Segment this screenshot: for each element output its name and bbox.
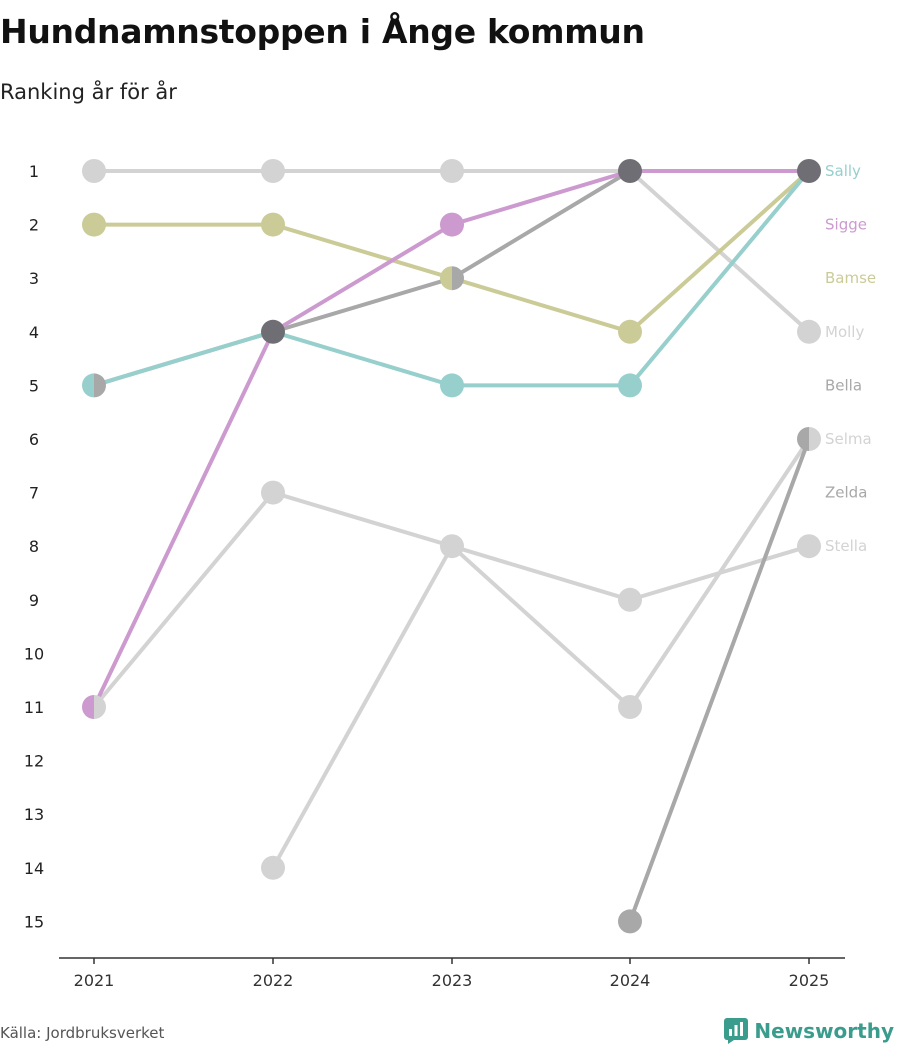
point-sally-2024[interactable]	[618, 373, 642, 398]
series-label-molly: Molly	[825, 323, 864, 341]
point-half-bella	[94, 373, 107, 398]
point-zelda-2024[interactable]	[618, 909, 642, 934]
y-tick-label-1: 1	[29, 162, 39, 181]
point-bamse-2022[interactable]	[261, 212, 285, 237]
y-tick-label-2: 2	[29, 216, 39, 235]
point-bamse-2024[interactable]	[618, 319, 642, 344]
point-selma-stella-2023[interactable]	[440, 534, 464, 559]
series-label-sally: Sally	[825, 162, 861, 180]
chart-subtitle: Ranking år för år	[0, 80, 177, 104]
point-stella-sigge-2021[interactable]	[82, 695, 106, 719]
series-label-stella: Stella	[825, 537, 867, 555]
brand-logo[interactable]: Newsworthy	[724, 1018, 894, 1044]
chart-title: Hundnamnstoppen i Ånge kommun	[0, 12, 645, 51]
chart-series-points	[82, 159, 821, 934]
y-tick-label-6: 6	[29, 430, 39, 449]
point-half-zelda	[797, 427, 809, 451]
point-half-stella	[440, 534, 452, 559]
point-sigge-2023[interactable]	[440, 212, 464, 237]
newsworthy-logo-icon	[724, 1018, 749, 1044]
y-tick-label-4: 4	[29, 323, 39, 342]
source-note: Källa: Jordbruksverket	[0, 1024, 165, 1042]
point-half-selma	[809, 427, 821, 451]
series-label-bamse: Bamse	[825, 269, 876, 287]
bump-chart: 2021 2022 2023 2024 202512345678910111213141…	[24, 159, 876, 990]
point-half-stella	[94, 695, 106, 719]
point-molly-2021[interactable]	[82, 159, 106, 183]
y-tick-label-3: 3	[29, 269, 39, 288]
point-bella-sally-2021[interactable]	[82, 373, 107, 398]
point-bella-bamse-2023[interactable]	[440, 266, 464, 291]
point-sally-2023[interactable]	[440, 373, 464, 398]
x-tick-label-2021: 2021	[74, 971, 115, 990]
y-tick-label-11: 11	[24, 698, 44, 717]
series-label-zelda: Zelda	[825, 484, 867, 502]
point-half-sigge	[82, 695, 94, 719]
point-stella-2022[interactable]	[261, 480, 285, 505]
chart-series-labels: Sally Sigge Bamse Molly Bella Selma Zelda Stell…	[825, 162, 876, 555]
y-tick-label-10: 10	[24, 644, 44, 663]
point-selma-2024[interactable]	[618, 695, 642, 719]
series-line-zelda	[628, 437, 811, 924]
point-molly-bella-sigge-2024[interactable]	[618, 159, 642, 183]
point-molly-2022[interactable]	[261, 159, 285, 183]
y-tick-label-13: 13	[24, 805, 44, 824]
point-bella-bamse-sally-sigge-2025[interactable]	[797, 159, 821, 183]
y-tick-label-12: 12	[24, 752, 44, 771]
y-tick-label-9: 9	[29, 591, 39, 610]
point-selma-2022[interactable]	[261, 855, 285, 880]
series-line-bamse	[92, 169, 811, 334]
point-half-sally	[82, 373, 94, 398]
point-molly-2025[interactable]	[797, 319, 821, 344]
point-half-selma	[452, 534, 464, 559]
brand-name: Newsworthy	[754, 1019, 894, 1043]
point-stella-2024[interactable]	[618, 587, 642, 612]
x-tick-label-2022: 2022	[253, 971, 294, 990]
point-half-bamse	[440, 266, 452, 291]
point-molly-2023[interactable]	[440, 159, 464, 183]
point-half-bella	[452, 266, 464, 291]
y-tick-label-5: 5	[29, 376, 39, 395]
point-bamse-2021[interactable]	[82, 212, 106, 237]
chart-axes: 2021 2022 2023 2024 202512345678910111213141…	[24, 162, 845, 990]
y-tick-label-15: 15	[24, 912, 44, 931]
point-bella-sally-sigge-2022[interactable]	[261, 319, 285, 344]
x-tick-label-2023: 2023	[432, 971, 473, 990]
series-line-sigge	[92, 169, 811, 709]
point-stella-2025[interactable]	[797, 534, 821, 559]
point-selma-zelda-2025[interactable]	[797, 427, 821, 451]
series-label-sigge: Sigge	[825, 216, 867, 234]
y-tick-label-7: 7	[29, 484, 39, 503]
x-tick-label-2025: 2025	[789, 971, 830, 990]
series-line-molly	[92, 169, 811, 334]
y-tick-label-8: 8	[29, 537, 39, 556]
x-tick-label-2024: 2024	[610, 971, 651, 990]
series-label-selma: Selma	[825, 430, 872, 448]
y-tick-label-14: 14	[24, 859, 44, 878]
series-label-bella: Bella	[825, 376, 862, 394]
